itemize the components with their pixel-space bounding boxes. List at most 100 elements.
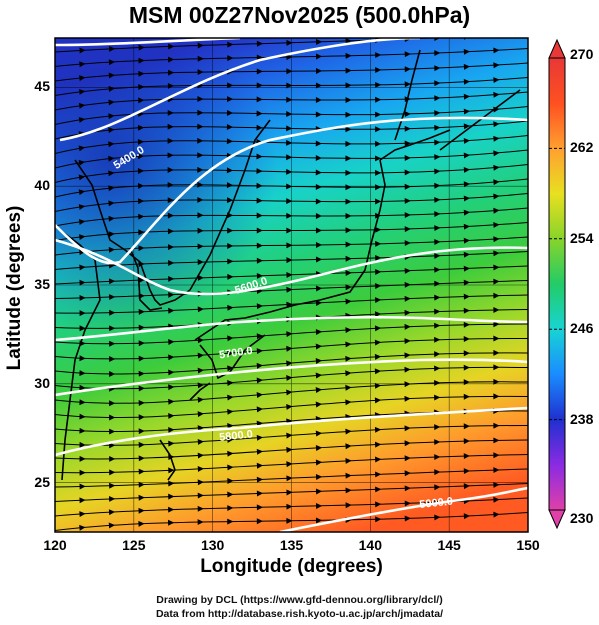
wind-arrowhead — [108, 45, 116, 52]
wind-arrowhead — [197, 425, 205, 432]
wind-arrowhead — [493, 62, 500, 69]
wind-arrowhead — [78, 116, 86, 123]
wind-arrowhead — [197, 196, 204, 203]
wind-arrowhead — [79, 294, 86, 301]
wind-arrowhead — [138, 213, 145, 220]
wind-arrowhead — [197, 123, 204, 130]
wind-arrowhead — [138, 324, 145, 331]
wind-arrowhead — [315, 488, 323, 495]
wind-arrowhead — [256, 333, 264, 340]
wind-arrowhead — [109, 455, 116, 462]
wind-arrowhead — [434, 182, 441, 189]
wind-arrowhead — [315, 329, 323, 335]
wind-arrowhead — [226, 138, 234, 145]
wind-arrowhead — [197, 452, 205, 459]
streamline — [55, 294, 528, 314]
wind-arrowhead — [286, 96, 293, 103]
wind-arrowhead — [404, 500, 411, 507]
wind-arrowhead — [78, 204, 86, 210]
wind-arrowhead — [256, 96, 263, 103]
wind-arrowhead — [108, 185, 115, 192]
wind-arrowhead — [315, 169, 322, 176]
wind-arrowhead — [315, 242, 323, 248]
wind-arrowhead — [345, 212, 352, 219]
wind-arrowhead — [404, 197, 411, 204]
x-axis-label: Longitude (degrees) — [200, 556, 383, 577]
wind-arrowhead — [315, 256, 323, 263]
wind-arrowhead — [463, 379, 470, 386]
wind-arrowhead — [227, 350, 234, 357]
wind-arrowhead — [78, 174, 86, 181]
wind-arrowhead — [493, 364, 500, 371]
credit-drawing: Drawing by DCL (https://www.gfd-dennou.o… — [156, 594, 443, 606]
wind-arrowhead — [463, 93, 471, 100]
wind-arrowhead — [286, 301, 293, 308]
wind-arrowhead — [493, 437, 500, 444]
wind-arrowhead — [256, 303, 264, 310]
wind-arrowhead — [345, 399, 352, 406]
colorbar-tick-label: 230 — [570, 510, 594, 526]
wind-arrowhead — [108, 155, 115, 162]
wind-arrowhead — [434, 50, 441, 57]
wind-arrowhead — [404, 425, 411, 432]
wind-arrowhead — [463, 181, 471, 188]
wind-arrowhead — [138, 520, 145, 527]
wind-arrowhead — [79, 355, 86, 362]
wind-arrowhead — [404, 338, 411, 345]
wind-arrowhead — [434, 322, 441, 329]
wind-arrowhead — [493, 250, 500, 257]
wind-arrowhead — [168, 384, 175, 391]
wind-arrowhead — [375, 198, 382, 205]
wind-arrowhead — [493, 378, 500, 385]
wind-arrowhead — [256, 476, 264, 483]
wind-arrowhead — [256, 462, 264, 469]
x-tick-label: 125 — [122, 537, 146, 553]
wind-arrowhead — [286, 271, 293, 278]
wind-arrowhead — [374, 441, 382, 448]
wind-arrowhead — [493, 236, 500, 243]
wind-arrowhead — [463, 468, 471, 475]
wind-arrowhead — [404, 240, 411, 247]
wind-arrowhead — [463, 483, 471, 490]
y-tick-label: 40 — [34, 177, 50, 194]
wind-arrowhead — [286, 418, 293, 425]
wind-arrowhead — [315, 213, 323, 219]
wind-arrowhead — [79, 279, 86, 286]
wind-arrowhead — [404, 309, 411, 316]
wind-arrowhead — [168, 369, 175, 376]
wind-arrowhead — [197, 109, 204, 116]
wind-arrowhead — [197, 438, 205, 445]
wind-arrowhead — [79, 511, 86, 518]
wind-arrowhead — [227, 227, 234, 234]
wind-arrowhead — [493, 349, 500, 356]
wind-arrowhead — [345, 52, 352, 59]
wind-arrowhead — [197, 181, 204, 188]
wind-arrowhead — [315, 474, 323, 480]
wind-arrowhead — [197, 69, 204, 76]
streamline — [55, 395, 528, 418]
wind-arrowhead — [286, 517, 293, 524]
wind-arrowhead — [227, 518, 234, 525]
wind-arrowhead — [345, 472, 352, 479]
wind-arrowhead — [138, 229, 145, 236]
wind-arrowhead — [463, 166, 471, 173]
wind-arrowhead — [78, 159, 86, 166]
wind-arrowhead — [463, 350, 470, 357]
wind-arrowhead — [256, 362, 264, 369]
wind-arrowhead — [286, 432, 293, 439]
wind-arrowhead — [286, 375, 293, 381]
streamline — [55, 265, 528, 285]
wind-arrowhead — [256, 420, 264, 427]
wind-arrowhead — [434, 239, 441, 245]
wind-arrowhead — [286, 139, 293, 146]
wind-arrowhead — [404, 212, 411, 219]
wind-arrowhead — [79, 384, 86, 391]
x-tick-label: 120 — [43, 537, 67, 553]
wind-arrowhead — [375, 471, 382, 478]
wind-arrowhead — [256, 54, 264, 61]
wind-arrowhead — [375, 486, 382, 493]
streamline — [55, 352, 528, 375]
wind-arrowhead — [315, 198, 323, 205]
wind-arrowhead — [493, 422, 500, 429]
